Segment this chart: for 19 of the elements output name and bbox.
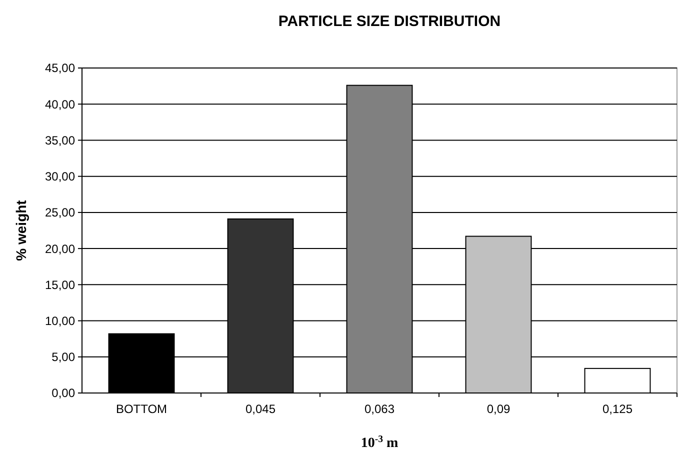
x-tick-label: 0,125 (602, 402, 633, 416)
x-tick-label: 0,045 (245, 402, 276, 416)
y-tick-label: 40,00 (44, 97, 76, 112)
y-tick-label: 35,00 (44, 133, 76, 148)
y-tick-label: 20,00 (44, 242, 76, 256)
y-tick-label: 0,00 (52, 386, 76, 400)
x-tick-label: 0,09 (486, 402, 510, 416)
y-tick-label: 25,00 (44, 206, 76, 220)
x-tick-label: BOTTOM (116, 402, 168, 416)
x-axis-title: 10$^{-3}$ m (360, 434, 398, 451)
y-tick-label: 30,00 (44, 170, 76, 184)
y-axis-title: % weight (13, 200, 29, 261)
y-tick-label: 15,00 (44, 278, 76, 292)
chart-title: PARTICLE SIZE DISTRIBUTION (278, 13, 501, 30)
x-tick-label: 0,063 (364, 402, 395, 416)
bar (584, 368, 651, 394)
y-tick-label: 10,00 (44, 314, 76, 328)
y-tick-label: 45,00 (44, 61, 76, 76)
y-tick-label: 5,00 (52, 350, 76, 364)
